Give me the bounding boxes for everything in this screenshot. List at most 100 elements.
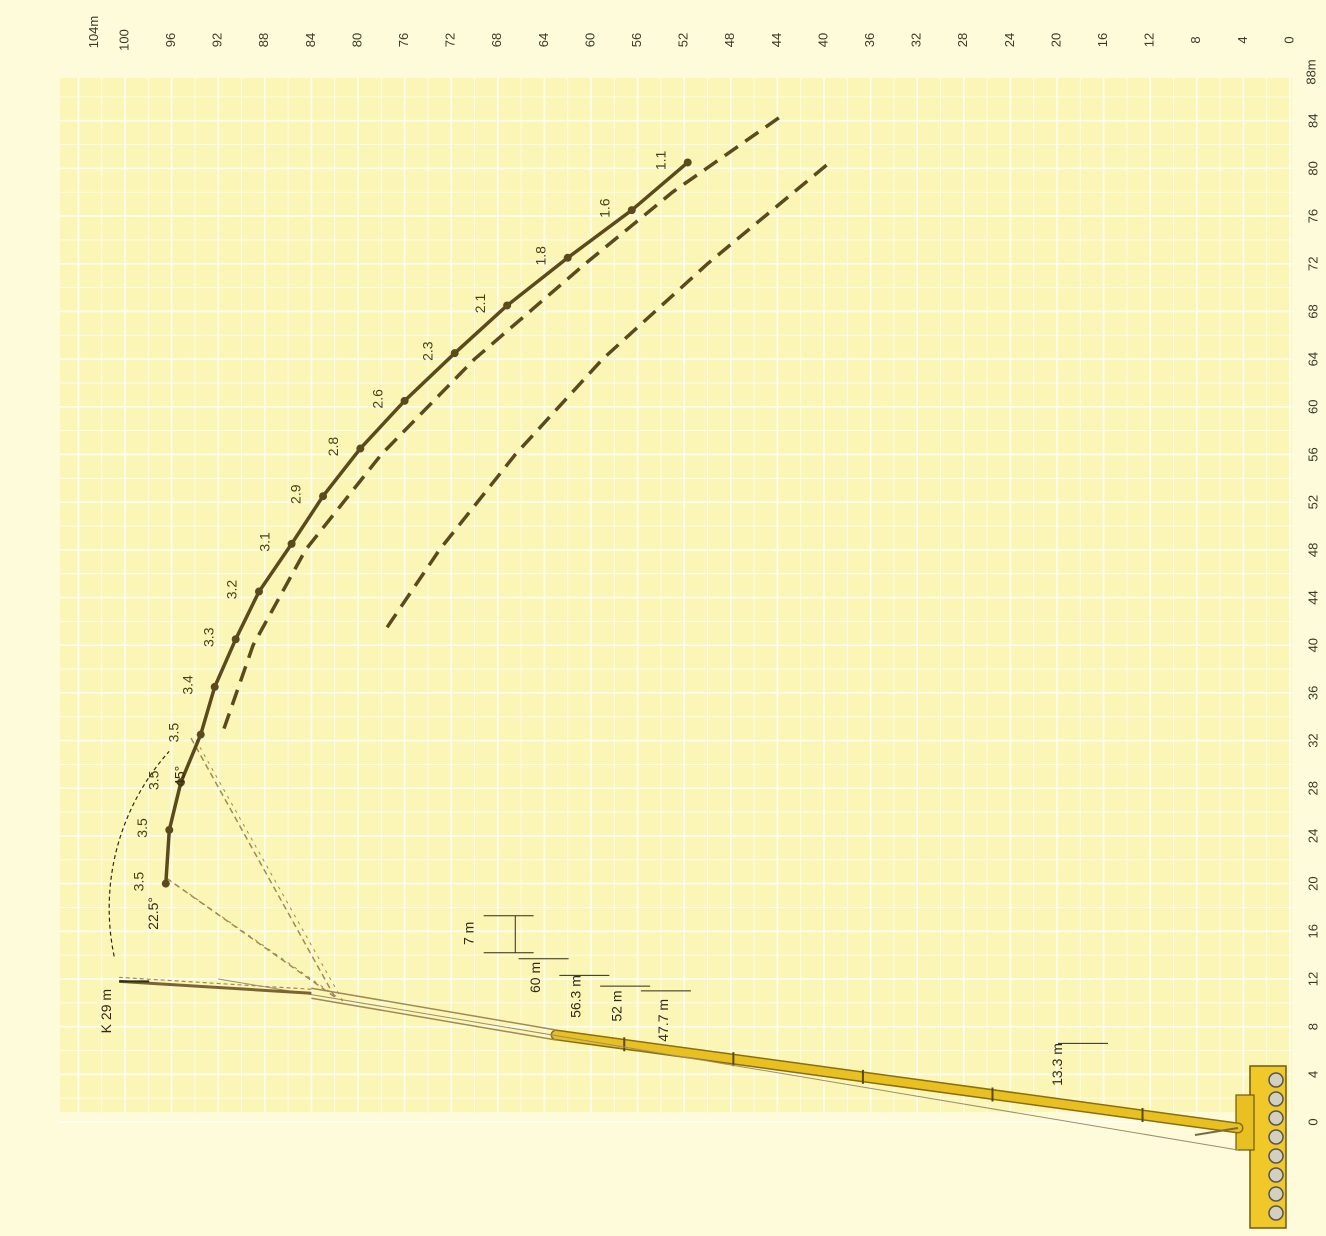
crane-wheel bbox=[1268, 1110, 1284, 1126]
height-tick-label: 4 bbox=[1235, 36, 1250, 43]
luffing-jib-lattice bbox=[194, 738, 344, 1002]
radius-tick-label: 76 bbox=[1305, 209, 1320, 223]
load-label: 2.6 bbox=[369, 389, 385, 409]
load-curve-solid bbox=[164, 161, 689, 884]
crane-wheel bbox=[1268, 1167, 1284, 1183]
height-axis-end-label: 104m bbox=[86, 16, 101, 49]
radius-tick-label: 24 bbox=[1305, 829, 1320, 843]
radius-tick-label: 52 bbox=[1305, 495, 1320, 509]
height-tick-label: 32 bbox=[909, 33, 924, 47]
main-boom bbox=[552, 1030, 1242, 1132]
radius-tick-label: 4 bbox=[1305, 1071, 1320, 1078]
height-tick-label: 0 bbox=[1281, 36, 1296, 43]
height-tick-label: 68 bbox=[489, 33, 504, 47]
load-point bbox=[176, 778, 185, 787]
load-point bbox=[503, 301, 512, 310]
luffing-jib bbox=[165, 877, 336, 998]
radius-tick-label: 40 bbox=[1305, 638, 1320, 652]
height-tick-label: 48 bbox=[722, 33, 737, 47]
load-label: 1.1 bbox=[652, 150, 668, 170]
load-point bbox=[231, 635, 240, 644]
height-tick-label: 36 bbox=[862, 33, 877, 47]
load-point bbox=[356, 444, 365, 453]
load-label: 3.5 bbox=[130, 872, 146, 892]
radius-tick-label: 36 bbox=[1305, 686, 1320, 700]
load-point bbox=[161, 879, 170, 888]
load-label: 2.1 bbox=[472, 294, 488, 314]
height-tick-label: 56 bbox=[629, 33, 644, 47]
lattice-chord bbox=[311, 987, 557, 1031]
load-point bbox=[319, 492, 328, 501]
height-tick-label: 44 bbox=[769, 33, 784, 47]
load-point bbox=[627, 206, 636, 215]
height-tick-label: 52 bbox=[676, 33, 691, 47]
height-tick-label: 28 bbox=[955, 33, 970, 47]
crane-wheel bbox=[1268, 1072, 1284, 1088]
angle-label-45: 45° bbox=[172, 766, 188, 787]
load-curve-dashed-2 bbox=[385, 161, 831, 629]
radius-tick-label: 64 bbox=[1305, 352, 1320, 366]
crane-wheel bbox=[1268, 1129, 1284, 1145]
load-point bbox=[210, 682, 219, 691]
radius-axis-end-label: 88m bbox=[1303, 59, 1318, 84]
height-tick-label: 76 bbox=[396, 33, 411, 47]
radius-tick-label: 80 bbox=[1305, 161, 1320, 175]
load-label: 3.3 bbox=[200, 627, 216, 647]
height-tick-label: 64 bbox=[536, 33, 551, 47]
load-point bbox=[450, 349, 459, 358]
boom-length-label: 47.7 m bbox=[655, 999, 671, 1042]
crane-wheel bbox=[1268, 1091, 1284, 1107]
height-tick-label: 24 bbox=[1002, 33, 1017, 47]
radius-tick-label: 72 bbox=[1305, 257, 1320, 271]
height-tick-label: 60 bbox=[582, 33, 597, 47]
radius-tick-label: 8 bbox=[1305, 1023, 1320, 1030]
height-tick-label: 96 bbox=[163, 33, 178, 47]
crane-wheel bbox=[1268, 1205, 1284, 1221]
lattice-chord bbox=[311, 997, 557, 1041]
load-label: 1.8 bbox=[532, 246, 548, 266]
height-tick-label: 92 bbox=[210, 33, 225, 47]
height-tick-label: 80 bbox=[349, 33, 364, 47]
plot-area bbox=[60, 78, 1292, 1112]
radius-tick-label: 56 bbox=[1305, 447, 1320, 461]
load-point bbox=[287, 539, 296, 548]
radius-tick-label: 32 bbox=[1305, 733, 1320, 747]
load-label: 3.5 bbox=[165, 723, 181, 743]
angle-arc bbox=[108, 750, 170, 957]
load-point bbox=[400, 396, 409, 405]
load-label: 2.9 bbox=[288, 484, 304, 504]
angle-label-22: 22.5° bbox=[145, 897, 161, 930]
height-tick-label: 20 bbox=[1048, 33, 1063, 47]
boom-length-label: 56.3 m bbox=[568, 975, 584, 1018]
load-point bbox=[683, 158, 692, 167]
boom-guy-line bbox=[218, 978, 1239, 1151]
load-point bbox=[196, 730, 205, 739]
radius-tick-label: 84 bbox=[1305, 113, 1320, 127]
crane-wheel bbox=[1268, 1186, 1284, 1202]
radius-tick-label: 16 bbox=[1305, 924, 1320, 938]
radius-tick-label: 48 bbox=[1305, 543, 1320, 557]
boom-length-label: 7 m bbox=[461, 922, 477, 945]
height-tick-label: 12 bbox=[1142, 33, 1157, 47]
radius-tick-label: 60 bbox=[1305, 400, 1320, 414]
height-tick-label: 8 bbox=[1188, 36, 1203, 43]
load-label: 3.4 bbox=[179, 675, 195, 695]
load-point bbox=[254, 587, 263, 596]
jib-length-label: K 29 m bbox=[98, 989, 114, 1033]
load-label: 3.1 bbox=[256, 532, 272, 552]
height-tick-label: 40 bbox=[815, 33, 830, 47]
crane-wheel bbox=[1268, 1148, 1284, 1164]
load-label: 3.5 bbox=[134, 818, 150, 838]
crane-carrier bbox=[1249, 1065, 1287, 1229]
radius-tick-label: 12 bbox=[1305, 972, 1320, 986]
radius-tick-label: 28 bbox=[1305, 781, 1320, 795]
boom-derrick-cable bbox=[1194, 1127, 1239, 1136]
radius-tick-label: 44 bbox=[1305, 590, 1320, 604]
load-label: 2.3 bbox=[419, 341, 435, 361]
load-label: 2.8 bbox=[325, 437, 341, 457]
height-tick-label: 88 bbox=[256, 33, 271, 47]
load-label: 3.2 bbox=[224, 580, 240, 600]
load-curve-dashed-1 bbox=[222, 113, 785, 730]
load-point bbox=[563, 253, 572, 262]
